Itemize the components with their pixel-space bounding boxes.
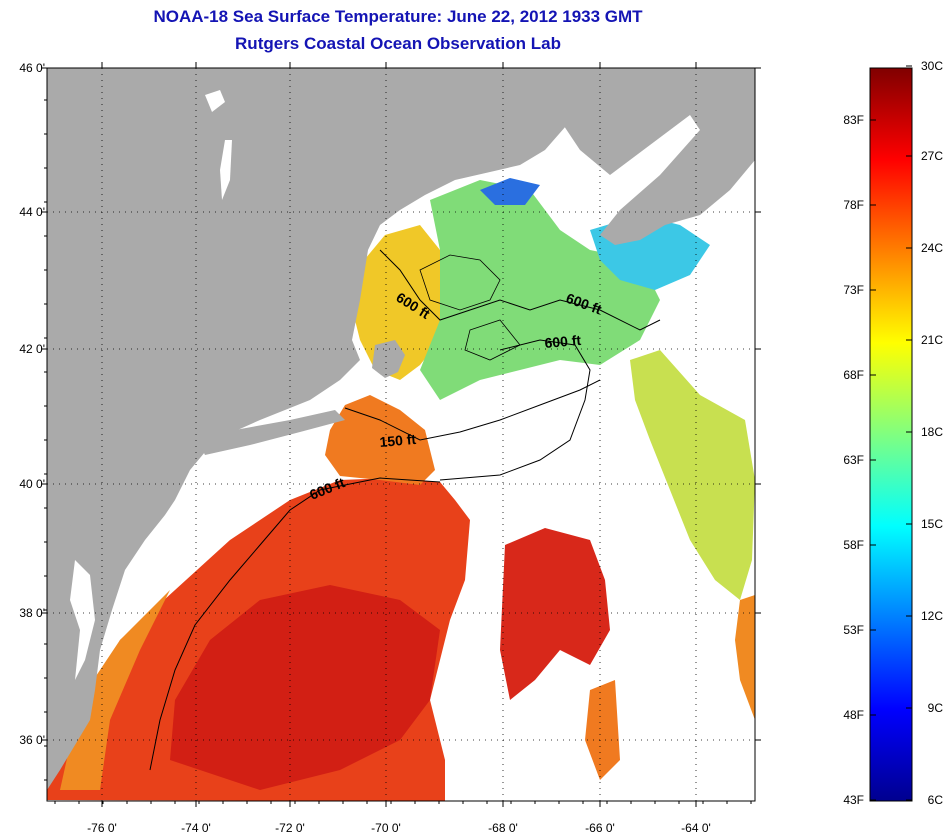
colorbar-f-label: 68F bbox=[843, 368, 864, 382]
colorbar-c-label: 15C bbox=[921, 517, 943, 531]
colorbar-c-label: 9C bbox=[928, 701, 944, 715]
colorbar-celsius-labels: 30C 27C 24C 21C 18C 15C 12C 9C 6C bbox=[906, 59, 943, 807]
colorbar-f-label: 73F bbox=[843, 283, 864, 297]
lon-tick-label: -72 0' bbox=[275, 821, 305, 835]
contour-150ft bbox=[344, 379, 601, 441]
lat-tick-label: 46 0' bbox=[19, 61, 45, 75]
colorbar-c-label: 27C bbox=[921, 149, 943, 163]
axis-ticks bbox=[41, 62, 761, 807]
colorbar-f-label: 43F bbox=[843, 793, 864, 807]
colorbar-f-label: 58F bbox=[843, 538, 864, 552]
colorbar-gradient bbox=[869, 67, 913, 802]
contour-label-150ft: 150 ft bbox=[379, 431, 417, 450]
sst-se-patch bbox=[585, 680, 620, 780]
colorbar-c-label: 24C bbox=[921, 241, 943, 255]
contour-600ft-shelf bbox=[149, 477, 441, 771]
lat-tick-label: 36 0' bbox=[19, 733, 45, 747]
lon-tick-label: -66 0' bbox=[585, 821, 615, 835]
colorbar-c-label: 21C bbox=[921, 333, 943, 347]
colorbar-c-label: 12C bbox=[921, 609, 943, 623]
colorbar-f-label: 78F bbox=[843, 198, 864, 212]
contour-600ft-gom bbox=[379, 249, 661, 331]
colorbar-f-label: 83F bbox=[843, 113, 864, 127]
lon-tick-label: -68 0' bbox=[488, 821, 518, 835]
longitude-axis: -76 0' -74 0' -72 0' -70 0' -68 0' -66 0' -64 … bbox=[87, 821, 711, 835]
sst-coastal-cold bbox=[480, 178, 540, 205]
chesapeake-bay bbox=[70, 560, 95, 680]
colorbar-fahrenheit-labels: 83F 78F 73F 68F 63F 58F 53F 48F 43F bbox=[843, 113, 876, 807]
colorbar-f-label: 53F bbox=[843, 623, 864, 637]
lake-inland bbox=[205, 90, 225, 112]
lake-champlain bbox=[220, 140, 232, 200]
map-title: NOAA-18 Sea Surface Temperature: June 22… bbox=[153, 7, 643, 26]
sst-eddy-region bbox=[500, 528, 610, 700]
land-long-island bbox=[200, 410, 345, 455]
sst-slope-sea-east bbox=[630, 350, 755, 600]
land-cape-cod bbox=[372, 340, 405, 378]
sst-warm-core bbox=[170, 585, 440, 790]
sst-southern-new-england bbox=[325, 395, 435, 485]
lon-tick-label: -76 0' bbox=[87, 821, 117, 835]
lon-tick-label: -70 0' bbox=[371, 821, 401, 835]
plot-frame bbox=[46, 67, 756, 802]
contour-600ft-georges bbox=[439, 339, 591, 481]
lat-tick-label: 42 0' bbox=[19, 342, 45, 356]
latitude-axis: 46 0' 44 0' 42 0' 40 0' 38 0' 36 0' bbox=[19, 61, 45, 747]
contour-gom-basins bbox=[419, 254, 521, 361]
lon-tick-label: -74 0' bbox=[181, 821, 211, 835]
lat-tick-label: 44 0' bbox=[19, 205, 45, 219]
lat-tick-label: 40 0' bbox=[19, 477, 45, 491]
colorbar-c-label: 18C bbox=[921, 425, 943, 439]
colorbar-f-label: 48F bbox=[843, 708, 864, 722]
land-nova-scotia bbox=[560, 68, 755, 245]
contour-label-600ft-3: 600 ft bbox=[544, 332, 582, 351]
sst-east-edge-warm bbox=[735, 595, 755, 720]
lat-tick-label: 38 0' bbox=[19, 606, 45, 620]
map-subtitle: Rutgers Coastal Ocean Observation Lab bbox=[235, 34, 561, 53]
sst-gulf-of-maine-west bbox=[350, 225, 445, 380]
colorbar-c-label: 30C bbox=[921, 59, 943, 73]
land-mainland bbox=[47, 68, 580, 790]
colorbar-f-label: 63F bbox=[843, 453, 864, 467]
sst-shelf-warm bbox=[60, 590, 170, 790]
lon-tick-label: -64 0' bbox=[681, 821, 711, 835]
colorbar-c-label: 6C bbox=[928, 793, 944, 807]
lat-lon-grid bbox=[47, 68, 755, 801]
